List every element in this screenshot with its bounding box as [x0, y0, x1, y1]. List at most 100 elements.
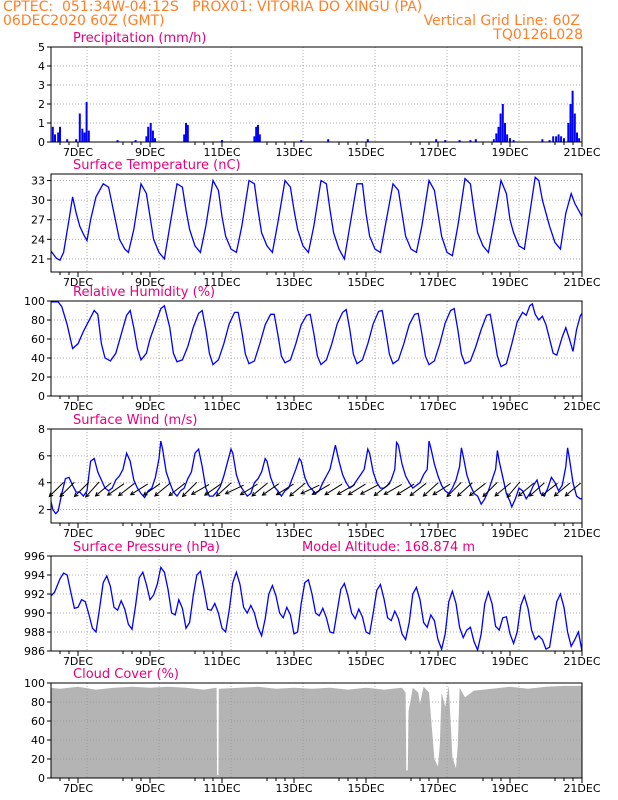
- wind-barb: [182, 482, 198, 497]
- wind-barb: [154, 482, 171, 497]
- wind-barb: [251, 482, 268, 497]
- y-tick-label: 992: [24, 588, 45, 601]
- x-tick-label: 17DEC: [419, 276, 456, 289]
- wind-barb-head: [289, 491, 294, 497]
- wind-barb: [360, 484, 379, 495]
- wind-title: Surface Wind (m/s): [73, 413, 197, 428]
- wind-barb-head: [432, 490, 438, 496]
- temperature-frame: [50, 173, 583, 273]
- precip-bar: [147, 126, 150, 142]
- wind-barb: [396, 483, 415, 496]
- y-tick-label: 0: [38, 136, 45, 149]
- x-tick-label: 17DEC: [419, 400, 456, 413]
- x-tick-label: 7DEC: [63, 655, 93, 668]
- wind-barb-head: [215, 492, 221, 497]
- precipitation-frame: [50, 46, 583, 143]
- wind-barb: [541, 482, 558, 496]
- wind-barb: [289, 482, 306, 497]
- precip-bar: [497, 126, 500, 142]
- wind-barb: [482, 482, 498, 497]
- precip-bar: [83, 132, 86, 142]
- wind-barb-head: [73, 492, 79, 498]
- wind-barb: [300, 484, 320, 495]
- precip-bar: [557, 134, 560, 142]
- wind-barb-head: [540, 491, 546, 497]
- wind-barb-head: [456, 492, 462, 497]
- wind-barb: [423, 482, 439, 497]
- x-tick-label: 13DEC: [275, 400, 312, 413]
- precip-bar: [560, 136, 563, 142]
- wind-barb-head: [117, 491, 123, 497]
- x-tick-label: 13DEC: [275, 276, 312, 289]
- wind-barb-head: [553, 491, 559, 497]
- x-tick-label: 15DEC: [347, 400, 384, 413]
- precip-bar: [151, 130, 154, 142]
- x-tick-label: 19DEC: [491, 400, 528, 413]
- x-tick-label: 9DEC: [135, 146, 165, 159]
- precip-bar: [499, 113, 502, 142]
- x-tick-label: 21DEC: [563, 400, 600, 413]
- x-tick-label: 7DEC: [63, 782, 93, 795]
- x-tick-label: 13DEC: [275, 527, 312, 540]
- cloud-cover-panel: 0 20 40 60 80 100 7DEC 9DEC 11DEC 13DEC 15DEC 17DEC…: [24, 667, 601, 795]
- precip-bar: [327, 139, 330, 142]
- x-tick-label: 19DEC: [491, 276, 528, 289]
- y-tick-label: 100: [24, 295, 45, 308]
- wind-barb-head: [154, 491, 159, 497]
- precip-bar: [255, 126, 258, 142]
- x-tick-label: 21DEC: [563, 655, 600, 668]
- wind-barb: [130, 483, 148, 496]
- wind-barb: [312, 483, 330, 495]
- x-tick-label: 15DEC: [347, 527, 384, 540]
- humidity-line: [51, 301, 583, 368]
- x-tick-label: 7DEC: [63, 527, 93, 540]
- wind-barb-head: [300, 490, 306, 495]
- x-tick-label: 15DEC: [347, 146, 384, 159]
- y-tick-label: 24: [31, 233, 45, 246]
- wind-barb: [204, 483, 222, 496]
- precip-bar: [504, 123, 506, 142]
- y-tick-label: 8: [38, 423, 45, 436]
- x-tick-label: 11DEC: [203, 782, 240, 795]
- x-tick-label: 11DEC: [203, 527, 240, 540]
- precip-bar: [253, 136, 256, 142]
- wind-barb: [262, 483, 280, 496]
- wind-barb-head: [275, 490, 281, 496]
- y-tick-label: 40: [31, 734, 45, 747]
- precip-bar: [552, 136, 555, 142]
- precip-bar: [469, 140, 472, 142]
- wind-barb-head: [324, 490, 330, 496]
- x-tick-label: 17DEC: [419, 146, 456, 159]
- wind-barb-head: [106, 491, 112, 496]
- y-tick-label: 20: [31, 753, 45, 766]
- y-tick-label: 3: [38, 79, 45, 92]
- wind-barb-head: [251, 491, 257, 497]
- forecast-date: 06DEC2020 60Z (GMT): [3, 13, 165, 29]
- wind-barb: [95, 482, 112, 497]
- vertical-grid-note: Vertical Grid Line: 60Z: [423, 13, 580, 29]
- wind-barb: [191, 483, 210, 495]
- wind-barb-head: [409, 491, 415, 497]
- precip-bar: [555, 136, 558, 142]
- x-tick-label: 13DEC: [275, 655, 312, 668]
- wind-barb: [168, 482, 186, 496]
- precip-bar: [116, 140, 119, 142]
- humidity-panel: 0 20 40 60 80 100 7DEC 9DEC 11DEC 13DEC 15DEC 17DEC…: [24, 285, 601, 413]
- wind-barb: [240, 483, 258, 496]
- wind-barb-head: [517, 491, 523, 497]
- humidity-frame: [50, 300, 583, 397]
- x-tick-label: 15DEC: [347, 782, 384, 795]
- precip-bar: [576, 132, 578, 142]
- wind-barb: [494, 482, 511, 497]
- precip-bar: [509, 138, 511, 142]
- wind-barb-head: [94, 491, 100, 497]
- precip-bar: [81, 128, 84, 142]
- precip-bar: [59, 126, 61, 142]
- x-tick-label: 15DEC: [347, 276, 384, 289]
- precipitation-panel: 0 1 2 3 4 5 7DEC 9DEC 11DEC 13DEC 15DEC 17DEC 19DEC 2…: [38, 31, 601, 159]
- wind-barb-head: [383, 490, 389, 495]
- precip-bar: [458, 140, 461, 142]
- x-tick-label: 9DEC: [135, 527, 165, 540]
- x-tick-label: 17DEC: [419, 782, 456, 795]
- y-tick-label: 60: [31, 333, 45, 346]
